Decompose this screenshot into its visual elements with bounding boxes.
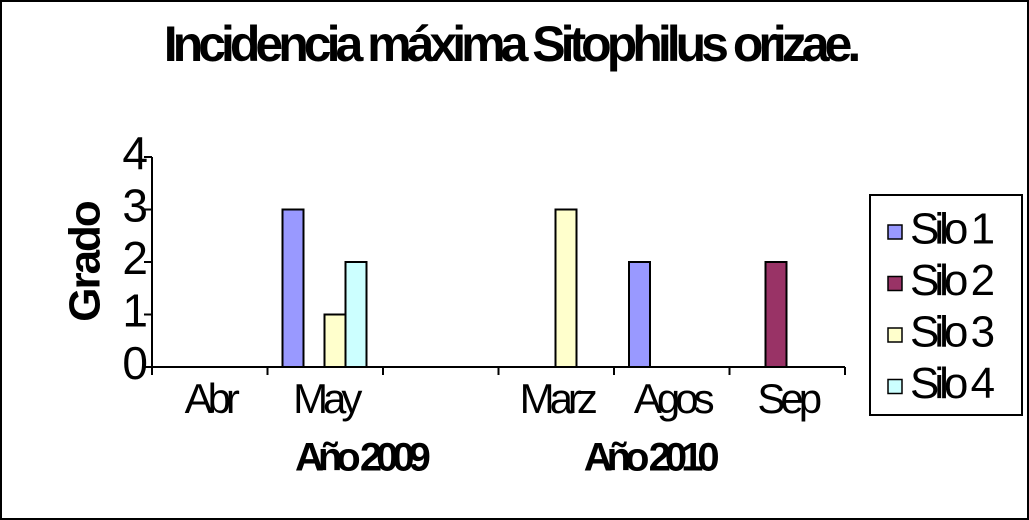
legend-label: Silo 3 bbox=[910, 308, 994, 357]
bar bbox=[323, 313, 347, 368]
y-tick-label: 1 bbox=[122, 285, 146, 337]
bar bbox=[554, 208, 578, 368]
chart-title: Incidencia máxima Sitophilus orizae. bbox=[164, 16, 859, 72]
x-tick-label: Sep bbox=[757, 375, 820, 422]
bar bbox=[764, 261, 788, 368]
bar bbox=[628, 261, 651, 368]
legend-swatch bbox=[887, 327, 903, 343]
legend-swatch bbox=[887, 378, 903, 395]
y-tick-label: 0 bbox=[122, 337, 146, 389]
legend-swatch bbox=[887, 224, 903, 240]
y-tick-label: 4 bbox=[122, 127, 147, 179]
x-tick-label: Agos bbox=[634, 375, 714, 422]
legend-label: Silo 2 bbox=[910, 256, 994, 305]
bar bbox=[281, 208, 305, 368]
x-tick-label: May bbox=[293, 375, 362, 422]
legend-label: Silo 4 bbox=[910, 359, 995, 408]
legend-label: Silo 1 bbox=[910, 205, 994, 254]
group-label: Año 2009 bbox=[295, 436, 430, 480]
x-tick-label: Marz bbox=[520, 375, 596, 422]
group-label: Año 2010 bbox=[584, 436, 719, 480]
y-tick-label: 2 bbox=[122, 232, 146, 284]
legend-swatch bbox=[887, 275, 903, 292]
y-tick-label: 3 bbox=[122, 180, 146, 232]
x-tick-label: Abr bbox=[185, 375, 240, 422]
y-axis-label: Grado bbox=[61, 201, 110, 322]
bar bbox=[344, 261, 368, 368]
